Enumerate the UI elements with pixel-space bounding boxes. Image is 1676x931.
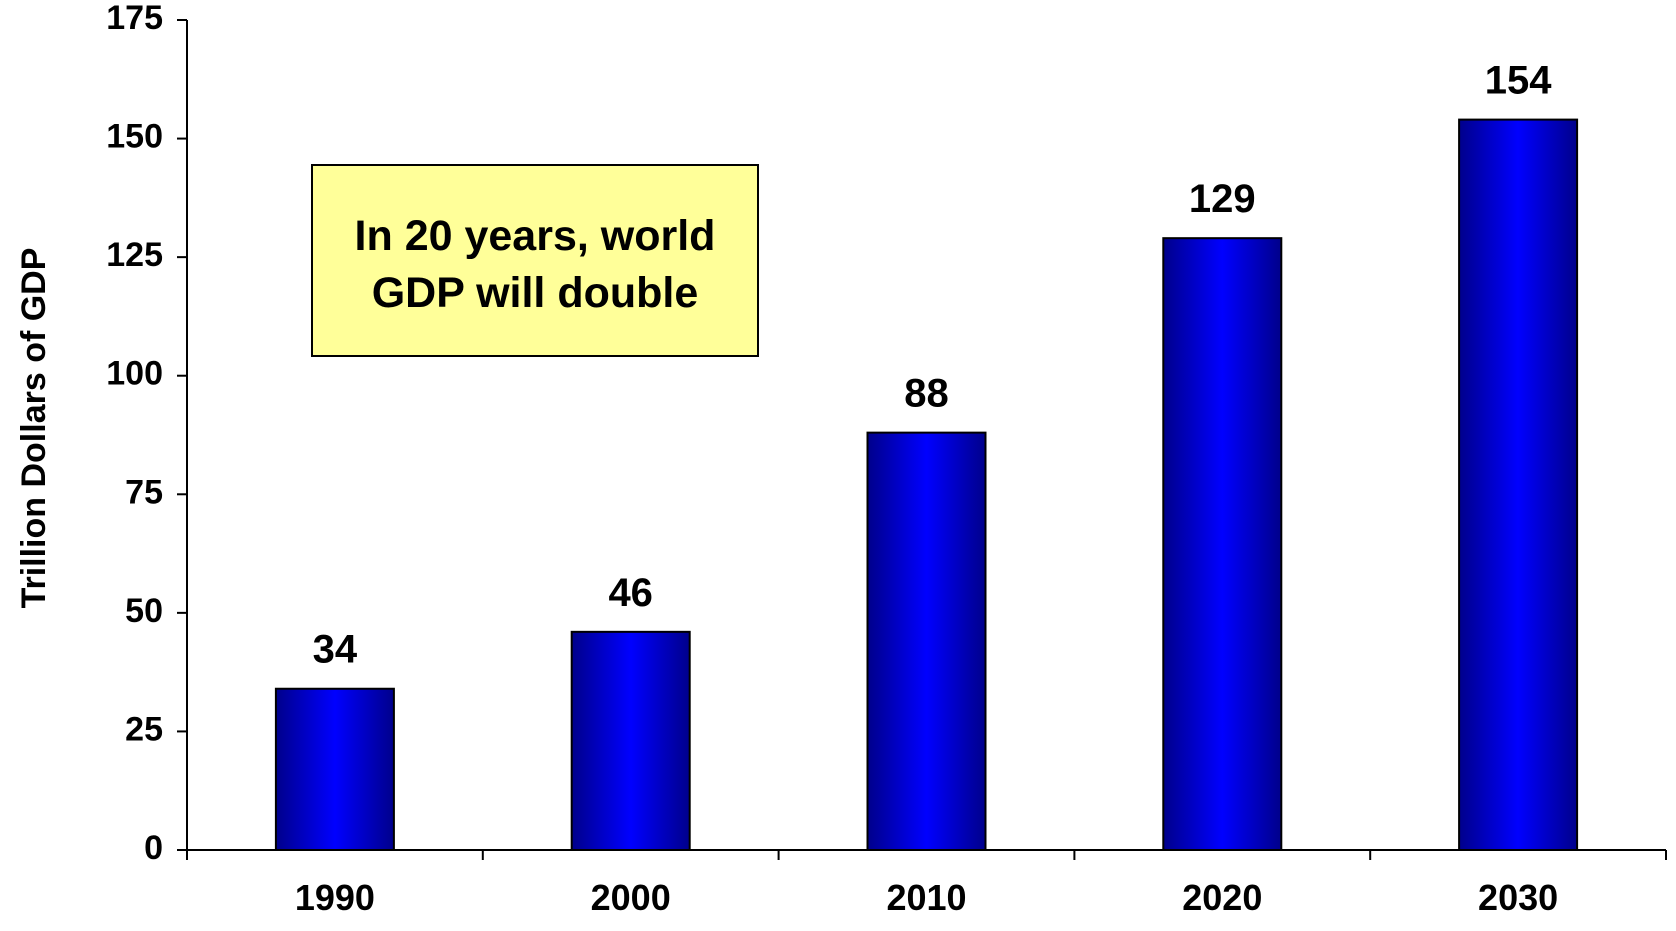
y-tick-label: 100 — [106, 355, 163, 393]
y-tick-label: 175 — [106, 0, 163, 37]
y-axis-ticks: 0 25 50 75 100 125 150 175 — [106, 0, 187, 867]
y-tick-label: 75 — [125, 473, 163, 511]
bar-2020 — [1162, 237, 1283, 851]
y-tick-label: 25 — [125, 710, 163, 748]
y-tick-label: 150 — [106, 118, 163, 156]
y-tick-label: 50 — [125, 592, 163, 630]
bars — [274, 118, 1579, 852]
bar-1990 — [274, 687, 395, 851]
annotation-callout: In 20 years, world GDP will double — [311, 164, 759, 357]
x-tick-label-2020: 2020 — [1182, 877, 1262, 918]
x-tick-label-2000: 2000 — [591, 877, 671, 918]
y-axis-title: Trillion Dollars of GDP — [15, 248, 53, 609]
data-labels: 34 46 88 129 154 — [313, 59, 1553, 672]
x-tick-label-2010: 2010 — [886, 877, 966, 918]
x-tick-label-1990: 1990 — [295, 877, 375, 918]
data-label-2020: 129 — [1189, 177, 1256, 221]
data-label-2010: 88 — [904, 372, 949, 416]
x-axis-ticks: 1990 2000 2010 2020 2030 — [295, 877, 1558, 918]
annotation-box — [311, 164, 759, 357]
data-label-1990: 34 — [313, 628, 358, 672]
annotation-line-2: GDP will double — [372, 269, 699, 317]
annotation-line-1: In 20 years, world — [355, 212, 716, 260]
y-tick-label: 0 — [144, 829, 163, 867]
bar-2030 — [1458, 118, 1579, 852]
data-label-2030: 154 — [1485, 59, 1552, 103]
data-label-2000: 46 — [608, 571, 653, 615]
x-tick-label-2030: 2030 — [1478, 877, 1558, 918]
bar-2000 — [570, 630, 691, 851]
y-tick-label: 125 — [106, 236, 163, 274]
bar-2010 — [866, 431, 987, 851]
